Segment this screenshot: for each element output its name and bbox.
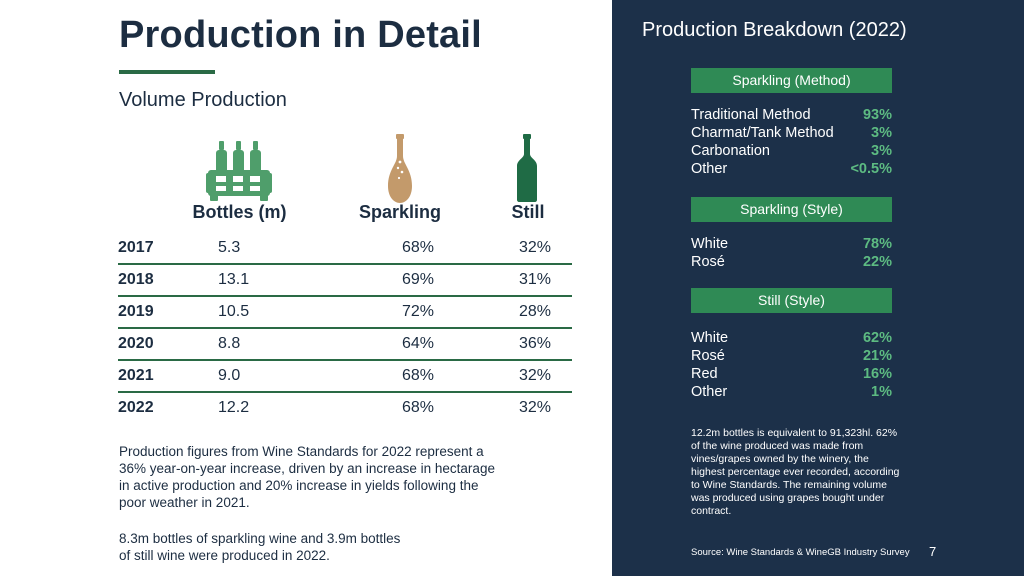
- list-item: Rosé 21%: [691, 347, 892, 365]
- list-item: Rosé 22%: [691, 253, 892, 271]
- section-header-still-style: Still (Style): [691, 288, 892, 313]
- bottles-cell: 8.8: [218, 327, 358, 360]
- sparkling-cell: 68%: [401, 239, 435, 256]
- sparkling-cell: 68%: [358, 359, 478, 392]
- item-value: 22%: [862, 254, 892, 270]
- column-header-sparkling: Sparkling: [358, 202, 442, 222]
- sparkling-cell: 64%: [358, 327, 478, 360]
- list-item: White 62%: [691, 329, 892, 347]
- item-label: White: [691, 236, 729, 252]
- sparkling-cell: 69%: [358, 263, 478, 296]
- list-item: White 78%: [691, 235, 892, 253]
- item-label: Carbonation: [691, 143, 770, 159]
- production-summary-text: Production figures from Wine Standards f…: [119, 444, 495, 510]
- production-table: 2017 5.3 68% 32% 2018 13.1 69% 31% 2019 …: [118, 233, 572, 423]
- item-value: 1%: [871, 384, 892, 400]
- page-number: 7: [929, 544, 937, 559]
- bottles-cell: 12.2: [218, 391, 358, 423]
- table-row: 2021 9.0 68% 32%: [118, 359, 572, 392]
- table-row: 2019 10.5 72% 28%: [118, 295, 572, 328]
- year-cell: 2022: [118, 391, 218, 423]
- column-header-bottles: Bottles (m): [192, 202, 287, 222]
- breakdown-title: Production Breakdown (2022): [642, 19, 907, 41]
- item-value: 62%: [862, 330, 892, 346]
- item-value: 78%: [862, 236, 892, 252]
- year-cell: 2020: [118, 327, 218, 360]
- list-item: Other 1%: [691, 383, 892, 401]
- item-value: 16%: [862, 366, 892, 382]
- item-label: Red: [691, 366, 718, 382]
- table-row: 2022 12.2 68% 32%: [118, 391, 572, 423]
- still-cell: 31%: [478, 263, 572, 296]
- item-label: White: [691, 330, 729, 346]
- item-value: 21%: [862, 348, 892, 364]
- sparkling-bottle-icon: [388, 134, 412, 203]
- section-subtitle: Volume Production: [119, 89, 287, 111]
- still-cell: 32%: [478, 359, 572, 392]
- table-row: 2020 8.8 64% 36%: [118, 327, 572, 360]
- item-label: Rosé: [691, 254, 725, 270]
- still-cell: 32%: [478, 391, 572, 423]
- left-panel: Production in Detail Volume Production: [118, 14, 572, 563]
- year-cell: 2019: [118, 295, 218, 328]
- item-label: Rosé: [691, 348, 725, 364]
- year-cell: 2018: [118, 263, 218, 296]
- list-item: Traditional Method 93%: [691, 106, 892, 124]
- list-item: Other <0.5%: [691, 160, 892, 178]
- item-label: Other: [691, 384, 728, 400]
- sparkling-cell: 68%: [358, 391, 478, 423]
- still-wine-bottle-icon: [517, 134, 537, 202]
- year-cell: 2017: [118, 239, 154, 256]
- section-header-sparkling-method: Sparkling (Method): [691, 68, 892, 93]
- bottle-split-text: 8.3m bottles of sparkling wine and 3.9m …: [119, 531, 401, 563]
- bottles-cell: 10.5: [218, 295, 358, 328]
- item-label: Charmat/Tank Method: [691, 125, 834, 141]
- item-label: Traditional Method: [691, 107, 811, 123]
- title-underline: [119, 70, 215, 74]
- still-cell: 32%: [518, 239, 552, 256]
- table-row: 2018 13.1 69% 31%: [118, 263, 572, 296]
- still-cell: 28%: [478, 295, 572, 328]
- column-header-still: Still: [511, 202, 545, 222]
- list-item: Carbonation 3%: [691, 142, 892, 160]
- source-citation: Source: Wine Standards & WineGB Industry…: [691, 547, 910, 558]
- table-row: 2017 5.3 68% 32%: [118, 233, 572, 264]
- item-value: 3%: [871, 143, 892, 159]
- page-title: Production in Detail: [119, 14, 482, 56]
- list-item: Red 16%: [691, 365, 892, 383]
- still-cell: 36%: [478, 327, 572, 360]
- sparkling-cell: 72%: [358, 295, 478, 328]
- item-value: <0.5%: [850, 161, 892, 177]
- breakdown-note: 12.2m bottles is equivalent to 91,323hl.…: [691, 427, 900, 517]
- item-value: 3%: [871, 125, 892, 141]
- section-header-sparkling-style: Sparkling (Style): [691, 197, 892, 222]
- bottles-cell: 9.0: [218, 359, 358, 392]
- item-value: 93%: [862, 107, 892, 123]
- bottles-cell: 13.1: [218, 263, 358, 296]
- bottles-cell: 5.3: [218, 239, 241, 256]
- year-cell: 2021: [118, 359, 218, 392]
- item-label: Other: [691, 161, 728, 177]
- list-item: Charmat/Tank Method 3%: [691, 124, 892, 142]
- bottle-crate-icon: [206, 141, 272, 201]
